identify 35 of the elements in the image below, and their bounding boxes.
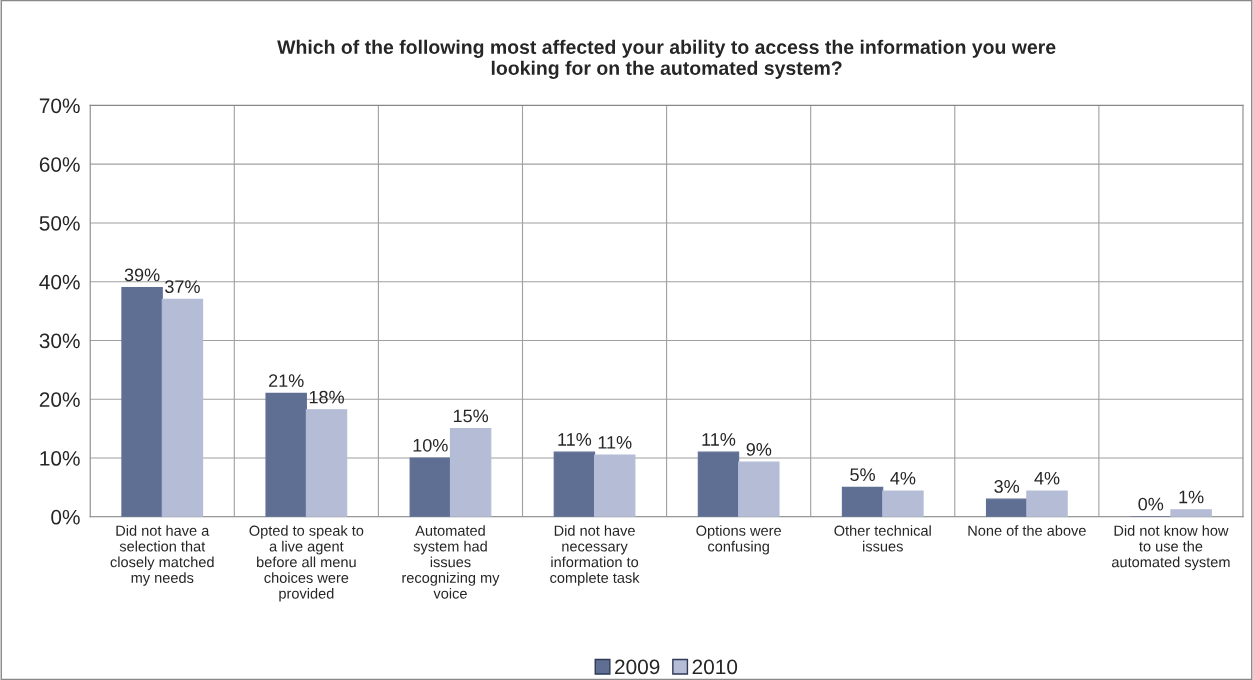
data-label: 18% bbox=[309, 390, 344, 404]
data-label: 3% bbox=[994, 480, 1020, 493]
data-label: 15% bbox=[453, 409, 489, 423]
data-label: 21% bbox=[269, 374, 304, 387]
x-tick-label: None of the above bbox=[968, 525, 1086, 536]
y-tick-label: 60% bbox=[39, 157, 80, 172]
data-label: 4% bbox=[1034, 471, 1060, 485]
data-label: 37% bbox=[165, 280, 200, 293]
legend-label: 2010 bbox=[692, 659, 738, 675]
y-tick-label: 0% bbox=[51, 509, 80, 525]
y-tick-label: 20% bbox=[39, 392, 80, 408]
x-tick-label: Other technical issues bbox=[834, 525, 931, 552]
x-tick-label: Did not have necessary information to complete task bbox=[550, 525, 640, 586]
legend-label: 2009 bbox=[615, 659, 660, 675]
data-label: 5% bbox=[850, 468, 875, 482]
data-label: 9% bbox=[746, 443, 772, 456]
data-label: 10% bbox=[413, 438, 448, 452]
data-label: 11% bbox=[598, 436, 632, 449]
data-label: 11% bbox=[558, 433, 592, 446]
data-label: 1% bbox=[1179, 490, 1204, 504]
x-tick-label: Opted to speak to a live agent before all menu choices were provided bbox=[249, 525, 364, 602]
y-tick-label: 30% bbox=[39, 333, 80, 349]
data-label: 4% bbox=[890, 471, 916, 485]
data-label: 0% bbox=[1138, 497, 1164, 511]
x-tick-label: Did not have a selection that closely matched my needs bbox=[110, 525, 214, 586]
y-tick-label: 70% bbox=[39, 98, 80, 114]
x-tick-label: Options were confusing bbox=[696, 525, 781, 555]
data-label: 11% bbox=[702, 433, 736, 446]
y-tick-label: 40% bbox=[39, 274, 80, 290]
chart-title: Which of the following most affected your ability to access the information you were looking for on the automated system? bbox=[277, 39, 1056, 79]
y-tick-label: 50% bbox=[39, 215, 80, 231]
data-label: 39% bbox=[124, 268, 160, 282]
y-tick-label: 10% bbox=[40, 451, 80, 466]
x-tick-label: Did not know how to use the automated system bbox=[1111, 525, 1230, 571]
x-tick-label: Automated system had issues recognizing my voice bbox=[402, 525, 500, 599]
